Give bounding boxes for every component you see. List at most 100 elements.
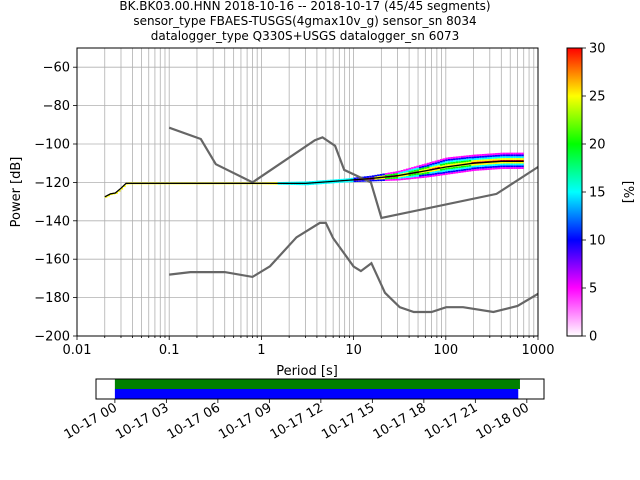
ppsd-cell [468,158,472,161]
ppsd-cell [460,170,464,173]
ppsd-cell [335,179,338,182]
ppsd-cell [484,155,488,158]
ppsd-cell [497,163,501,166]
ppsd-cell [489,167,493,170]
ppsd-cell [442,171,446,174]
noise-models [168,126,538,314]
ppsd-cell [479,159,482,162]
ppsd-cell [460,169,464,171]
ppsd-cell [369,175,372,178]
ppsd-cell [416,173,419,175]
timeline-tick-label: 10-17 09 [216,400,274,442]
ppsd-cell [403,169,406,172]
ppsd-cell [335,181,338,184]
ppsd-cell [311,182,315,185]
ppsd-cell [508,154,511,157]
ppsd-cell [290,181,294,184]
ppsd-cell [439,162,443,165]
ppsd-cell [521,156,524,159]
ppsd-cell [426,162,430,165]
ppsd-cell [515,165,519,168]
ppsd-cell [508,161,511,164]
ppsd-cell [492,164,495,166]
ppsd-cell [356,177,359,179]
ppsd-cell [466,166,469,169]
ppsd-cell [369,179,372,182]
ppsd-cell [460,159,464,161]
colorbar-tick-label: 10 [589,234,606,249]
mean-line [104,160,524,198]
ppsd-cell [492,155,495,157]
ppsd-cell [510,154,514,157]
colorbar-tick-label: 15 [589,186,606,201]
chart-title-line-1: BK.BK03.00.HNN 2018-10-16 -- 2018-10-17 … [119,0,490,13]
ppsd-cell [513,156,516,159]
ppsd-cell [350,177,354,181]
ppsd-cell [374,176,378,179]
y-tick-label: −120 [34,176,70,191]
ppsd-cell [403,174,406,177]
ppsd-cell [442,160,446,162]
x-tick-label: 1000 [521,343,554,358]
ppsd-cell [460,162,464,165]
ppsd-cell [492,158,495,161]
ppsd-cell [505,156,509,159]
ppsd-cell [353,177,357,180]
ppsd-cell [494,162,498,164]
ppsd-cell [497,156,501,159]
ppsd-cell [400,178,404,181]
timeline-tick-label: 10-17 06 [165,400,223,442]
ppsd-cell [466,158,469,161]
ppsd-cell [363,176,367,179]
ppsd-cell [398,178,401,181]
ppsd-cell [432,169,435,172]
ppsd-cell [479,163,482,166]
ppsd-cell [314,180,317,183]
ppsd-cell [463,157,467,159]
ppsd-cell [458,156,461,158]
ppsd-cell [479,168,482,171]
ppsd-cell [521,152,524,155]
ppsd-cell [500,161,503,164]
ppsd-cell [468,169,472,172]
ppsd-cell [293,181,296,184]
ppsd-cell [408,169,412,172]
ppsd-cell [421,169,425,172]
ppsd-cell [455,163,459,165]
ppsd-cell [398,170,401,173]
ppsd-cell [455,158,459,160]
ppsd-cell [437,174,440,176]
ppsd-cell [398,177,401,179]
ppsd-cell [481,163,485,165]
ppsd-cell [379,175,383,178]
ppsd-cell [442,168,446,171]
ppsd-cell [421,167,425,170]
ppsd-cell [518,152,522,155]
ppsd-cell [322,182,325,185]
ppsd-cell [434,174,438,177]
ppsd-cell [510,156,514,159]
ppsd-cell [311,180,315,183]
ppsd-cell [285,183,289,185]
ppsd-cell [489,162,493,165]
ppsd-cell [392,178,396,181]
ppsd-cell [437,161,440,164]
ppsd-cell [340,180,344,183]
ppsd-cell [453,160,456,162]
ppsd-cell [322,180,325,183]
ppsd-cell [400,171,404,174]
ppsd-cell [429,167,433,169]
ppsd-cell [405,175,409,178]
ppsd-cell [505,161,509,164]
ppsd-cell [416,169,419,172]
ppsd-cell [468,164,472,167]
ppsd-cell [473,167,477,170]
colorbar-tick-label: 5 [589,282,597,297]
ppsd-cell [437,165,440,167]
ppsd-cell [487,159,490,161]
ppsd-cell [458,161,461,163]
ppsd-cell [510,158,514,160]
ppsd-cell [513,167,516,169]
ppsd-cell [463,170,467,173]
